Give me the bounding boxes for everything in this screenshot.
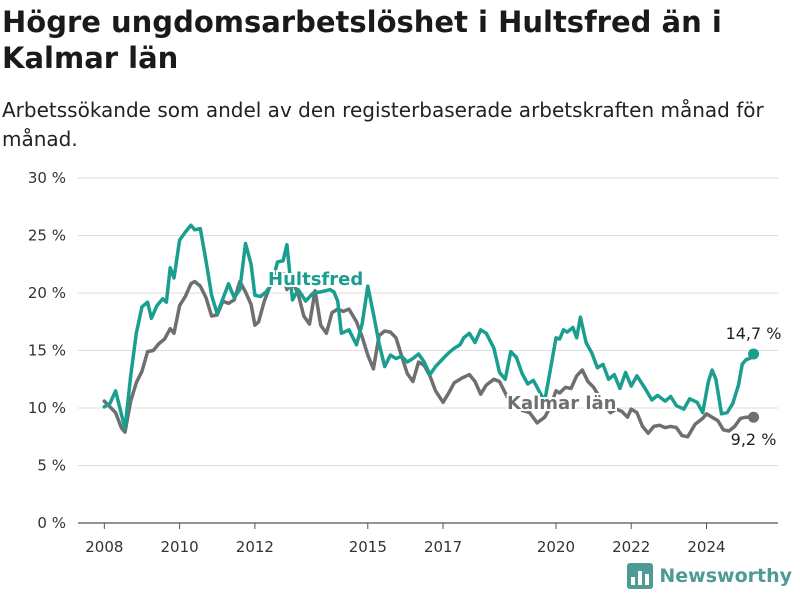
x-tick-label: 2020 <box>537 538 575 556</box>
x-tick-label: 2012 <box>236 538 274 556</box>
series-line-kalmar-lan <box>102 271 756 439</box>
y-tick-label: 20 % <box>28 284 66 302</box>
brand: Newsworthy <box>627 562 792 590</box>
y-axis-ticks: 0 % 5 % 10 % 15 % 20 % 25 % 30 % <box>28 169 66 532</box>
y-tick-label: 30 % <box>28 169 66 187</box>
y-tick-label: 5 % <box>37 457 66 475</box>
x-tick-label: 2024 <box>687 538 725 556</box>
series-label-hultsfred: Hultsfred <box>268 269 363 290</box>
x-tick-label: 2017 <box>424 538 462 556</box>
x-tick-label: 2015 <box>349 538 387 556</box>
y-tick-label: 0 % <box>37 514 66 532</box>
series-labels: Kalmar län 9,2 % Hultsfred 14,7 % <box>266 267 783 451</box>
series-lines <box>102 223 760 439</box>
bar-chart-logo-icon <box>627 563 654 589</box>
series-line-hultsfred <box>102 223 756 431</box>
end-point-hultsfred <box>748 348 760 360</box>
x-tick-label: 2022 <box>612 538 650 556</box>
series-label-kalmar-lan: Kalmar län <box>507 393 616 414</box>
end-point-kalmar-lan <box>748 411 760 423</box>
x-tick-label: 2010 <box>161 538 199 556</box>
x-tick-label: 2008 <box>85 538 123 556</box>
end-value-label-hultsfred: 14,7 % <box>726 324 782 343</box>
y-tick-label: 10 % <box>28 399 66 417</box>
y-tick-label: 15 % <box>28 342 66 360</box>
y-tick-label: 25 % <box>28 227 66 245</box>
gridlines <box>78 177 778 524</box>
page-subtitle: Arbetssökande som andel av den registerb… <box>2 98 764 151</box>
page-title: Högre ungdomsarbetslöshet i Hultsfred än… <box>2 5 722 75</box>
x-axis-ticks: 2008 2010 2012 2015 2017 2020 2022 2024 <box>85 523 726 556</box>
end-value-label-kalmar-lan: 9,2 % <box>731 430 777 449</box>
brand-name: Newsworthy <box>659 565 792 587</box>
